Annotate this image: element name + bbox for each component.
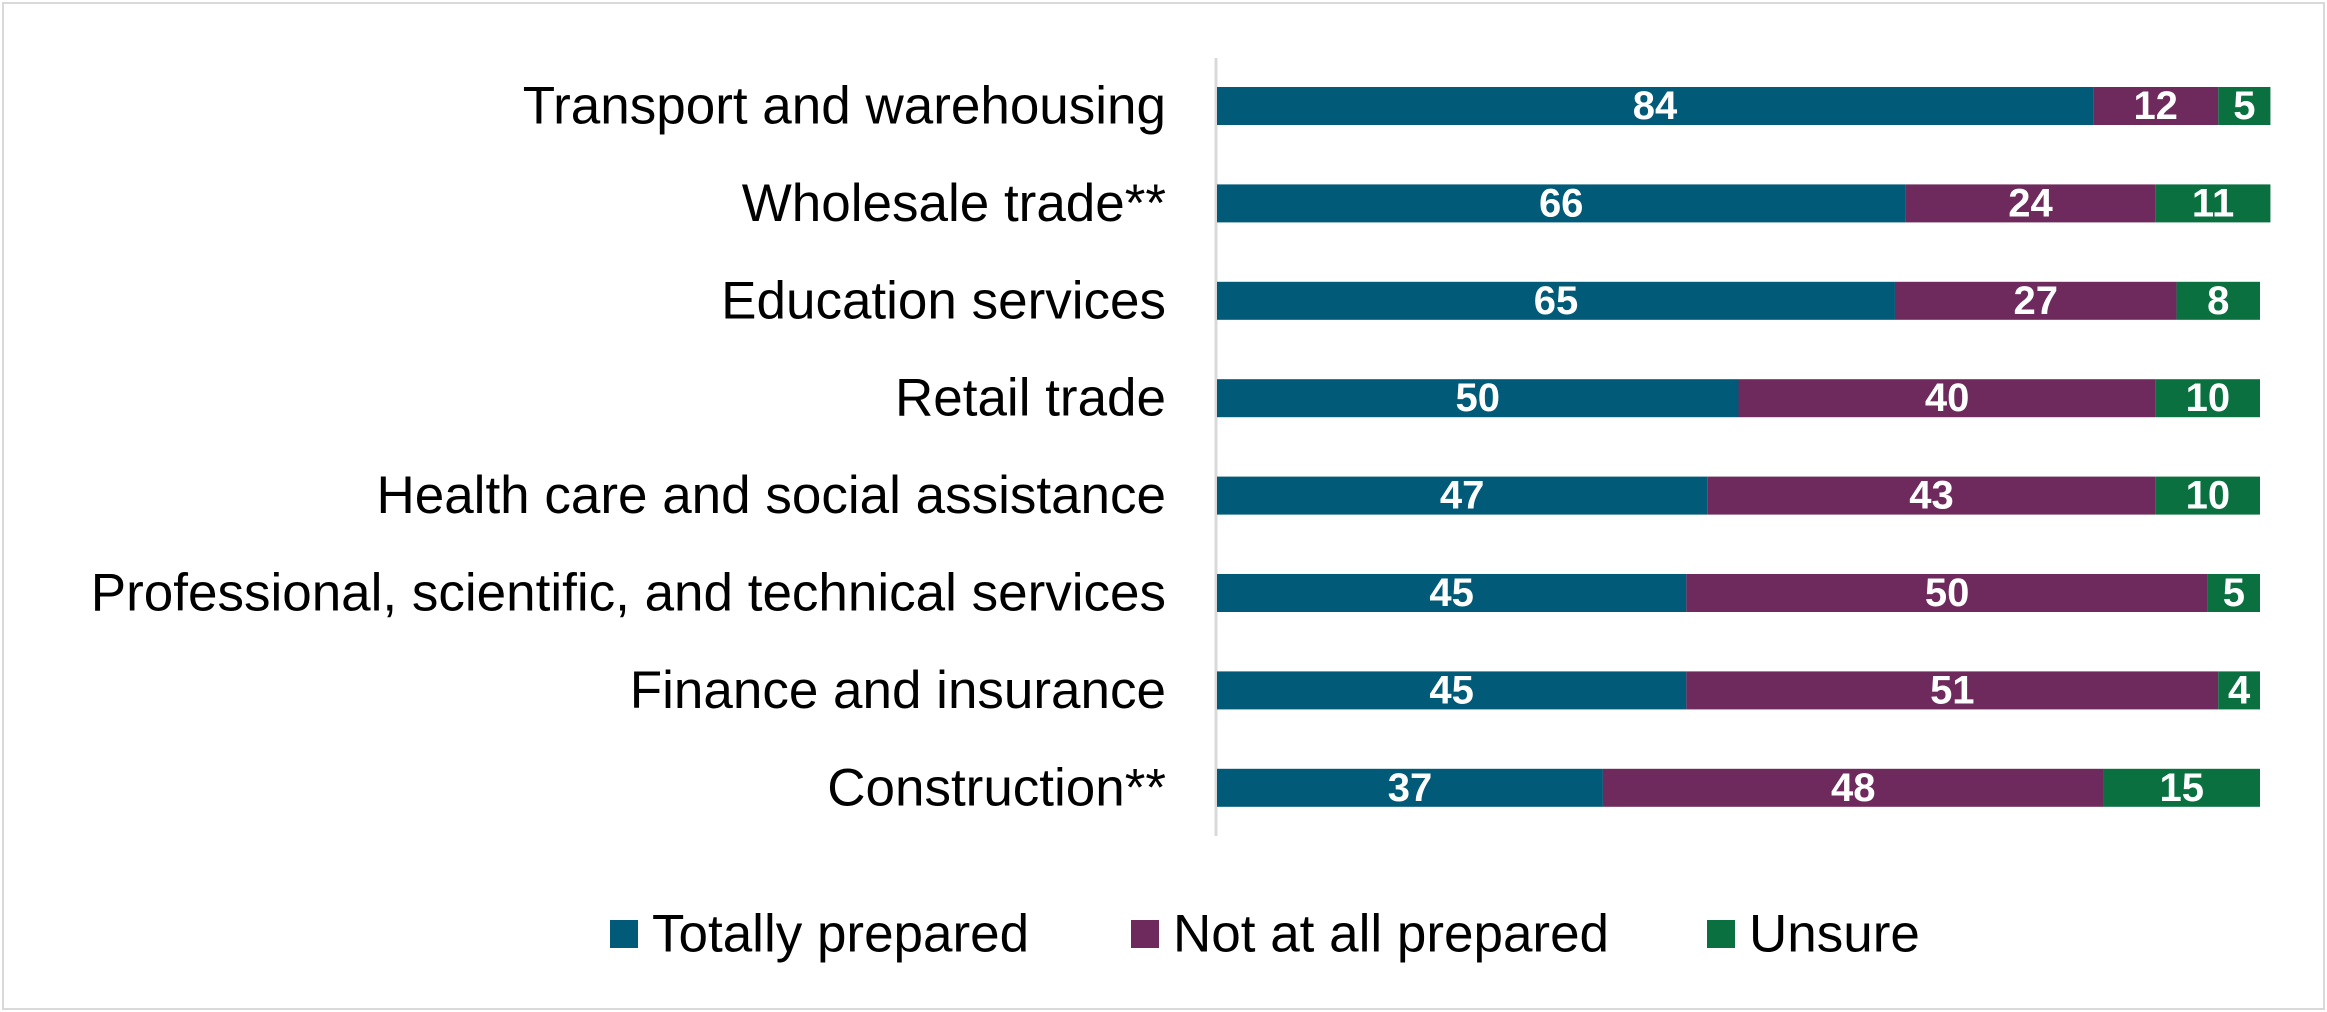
data-label: 15 — [2160, 766, 2205, 810]
data-label: 10 — [2186, 376, 2231, 420]
bar-segment — [1217, 379, 1739, 418]
bar-segment — [2218, 671, 2260, 710]
bar-segment — [1905, 184, 2156, 223]
category-label: Retail trade — [895, 369, 1166, 428]
bar-segment — [1894, 281, 2177, 320]
bar-segment — [2155, 379, 2260, 418]
data-label: 5 — [2223, 571, 2245, 615]
data-label: 45 — [1429, 571, 1474, 615]
bar-segment — [1217, 87, 2094, 125]
data-label: 37 — [1388, 766, 1433, 810]
data-label: 48 — [1831, 766, 1876, 810]
legend: Totally prepared Not at all prepared Unsur… — [610, 905, 1920, 964]
data-label: 12 — [2133, 84, 2178, 128]
data-label: 4 — [2228, 668, 2251, 712]
category-label: Finance and insurance — [630, 661, 1166, 720]
category-label: Education services — [721, 271, 1166, 330]
data-label: 84 — [1633, 84, 1678, 128]
bar-segment — [2207, 574, 2260, 612]
data-label: 47 — [1440, 474, 1485, 518]
bar-segment — [2155, 184, 2271, 223]
legend-label: Unsure — [1749, 905, 1920, 964]
bar-segment — [1707, 476, 2156, 515]
data-label: 24 — [2008, 181, 2053, 225]
bar-segment — [1686, 671, 2219, 710]
data-label: 66 — [1539, 181, 1584, 225]
data-label: 11 — [2192, 181, 2234, 225]
category-label: Wholesale trade** — [742, 174, 1166, 233]
category-labels: Transport and warehousing Wholesale trade… — [91, 77, 1166, 818]
bar-segment — [1217, 476, 1708, 515]
bar-segment — [2218, 87, 2271, 125]
value-labels: 84 12 5 66 24 11 65 27 8 50 40 10 47 43 10 45 50 5 45 51 4 37… — [1388, 84, 2256, 810]
data-label: 43 — [1909, 474, 1954, 518]
data-label: 51 — [1930, 668, 1975, 712]
bar-segment — [2176, 281, 2260, 320]
data-label: 8 — [2207, 279, 2229, 323]
category-label: Transport and warehousing — [523, 77, 1166, 136]
category-label: Health care and social assistance — [376, 466, 1166, 525]
data-label: 45 — [1429, 668, 1474, 712]
legend-swatch — [1131, 920, 1159, 948]
category-label: Construction** — [827, 758, 1166, 817]
category-label: Professional, scientific, and technical … — [91, 564, 1166, 623]
data-label: 50 — [1925, 571, 1970, 615]
bar-segment — [1217, 671, 1687, 710]
bar-segments — [1217, 87, 2271, 807]
data-label: 5 — [2233, 84, 2255, 128]
bar-segment — [1602, 768, 2104, 807]
bar-segment — [1686, 574, 2208, 612]
legend-swatch — [1707, 920, 1735, 948]
bar-segment — [2103, 768, 2260, 807]
data-label: 40 — [1925, 376, 1970, 420]
bar-segment — [1217, 184, 1906, 223]
bar-segment — [1217, 281, 1895, 320]
data-label: 10 — [2186, 474, 2231, 518]
data-label: 65 — [1534, 279, 1579, 323]
data-label: 27 — [2014, 279, 2059, 323]
legend-label: Totally prepared — [652, 905, 1029, 964]
bar-segment — [1217, 574, 1687, 612]
bar-segment — [2093, 87, 2219, 125]
legend-swatch — [610, 920, 638, 948]
bar-segment — [2155, 476, 2260, 515]
bar-segment — [1738, 379, 2156, 418]
legend-label: Not at all prepared — [1173, 905, 1609, 964]
bar-segment — [1217, 768, 1603, 807]
data-label: 50 — [1456, 376, 1501, 420]
